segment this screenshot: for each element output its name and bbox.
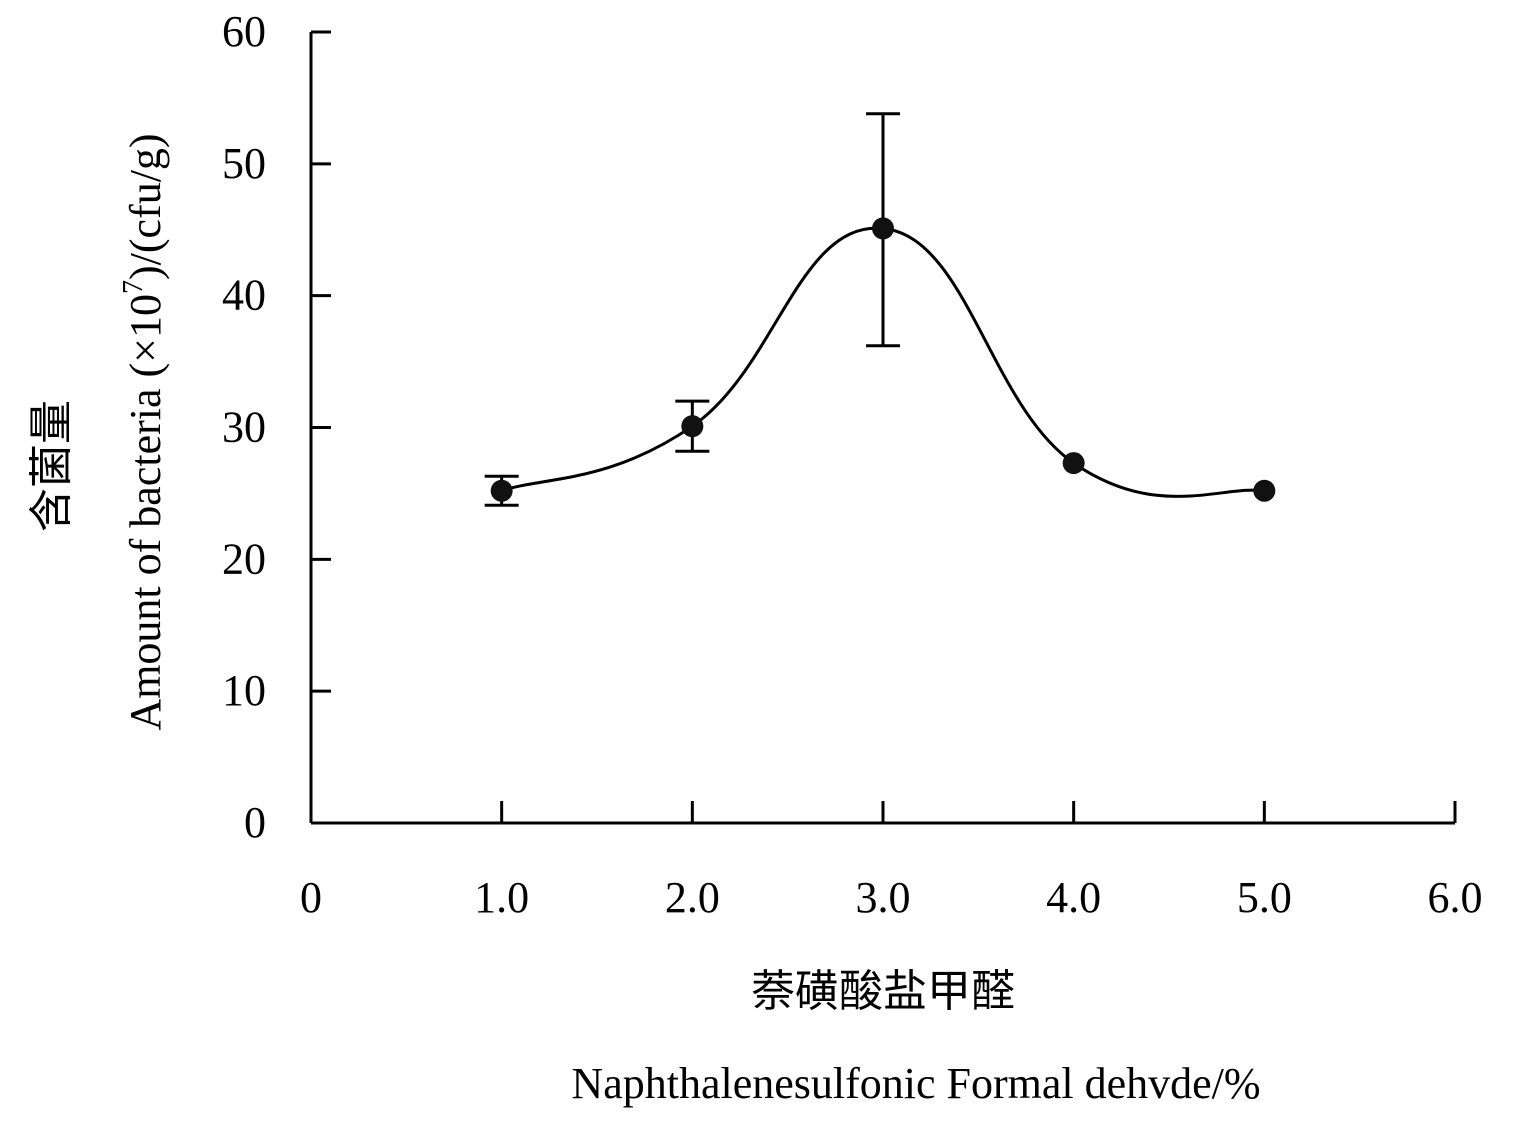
data-point xyxy=(490,479,513,502)
y-tick-label: 30 xyxy=(222,403,266,452)
y-tick-label: 10 xyxy=(222,666,266,715)
data-point xyxy=(872,217,894,240)
y-tick-label: 40 xyxy=(222,271,266,320)
x-tick-label: 5.0 xyxy=(1237,873,1292,922)
y-axis-title-en-prefix: Amount of bacteria (×10 xyxy=(121,294,170,731)
x-tick-label: 4.0 xyxy=(1046,873,1101,922)
y-tick-label: 20 xyxy=(222,534,266,583)
x-axis-title-en: Naphthalenesulfonic Formal dehvde/% xyxy=(571,1059,1260,1108)
y-tick-label: 60 xyxy=(222,7,266,56)
y-axis-title-en: Amount of bacteria (×107)/(cfu/g) xyxy=(118,133,170,730)
y-tick-label: 0 xyxy=(244,798,266,847)
y-axis-title-cn: 含菌量 xyxy=(27,400,76,532)
x-axis-title-cn: 萘磺酸盐甲醛 xyxy=(751,967,1015,1016)
error-bars xyxy=(484,112,900,507)
data-point xyxy=(1062,452,1085,475)
data-points xyxy=(490,217,1276,502)
y-tick-label: 50 xyxy=(222,139,266,188)
x-tick-label: 1.0 xyxy=(474,873,529,922)
data-point xyxy=(1253,479,1276,502)
x-tick-label: 0 xyxy=(300,873,322,922)
x-tick-label: 3.0 xyxy=(856,873,911,922)
x-tick-label: 6.0 xyxy=(1428,873,1483,922)
y-axis-title-en-suffix: )/(cfu/g) xyxy=(121,133,170,280)
data-point xyxy=(681,415,704,438)
x-tick-label: 2.0 xyxy=(665,873,720,922)
ticks: 0 10 20 30 40 50 60 0 1.0 2.0 3.0 4.0 5.0 6.0 xyxy=(222,7,1483,922)
y-axis-title-en-sup: 7 xyxy=(118,280,149,294)
